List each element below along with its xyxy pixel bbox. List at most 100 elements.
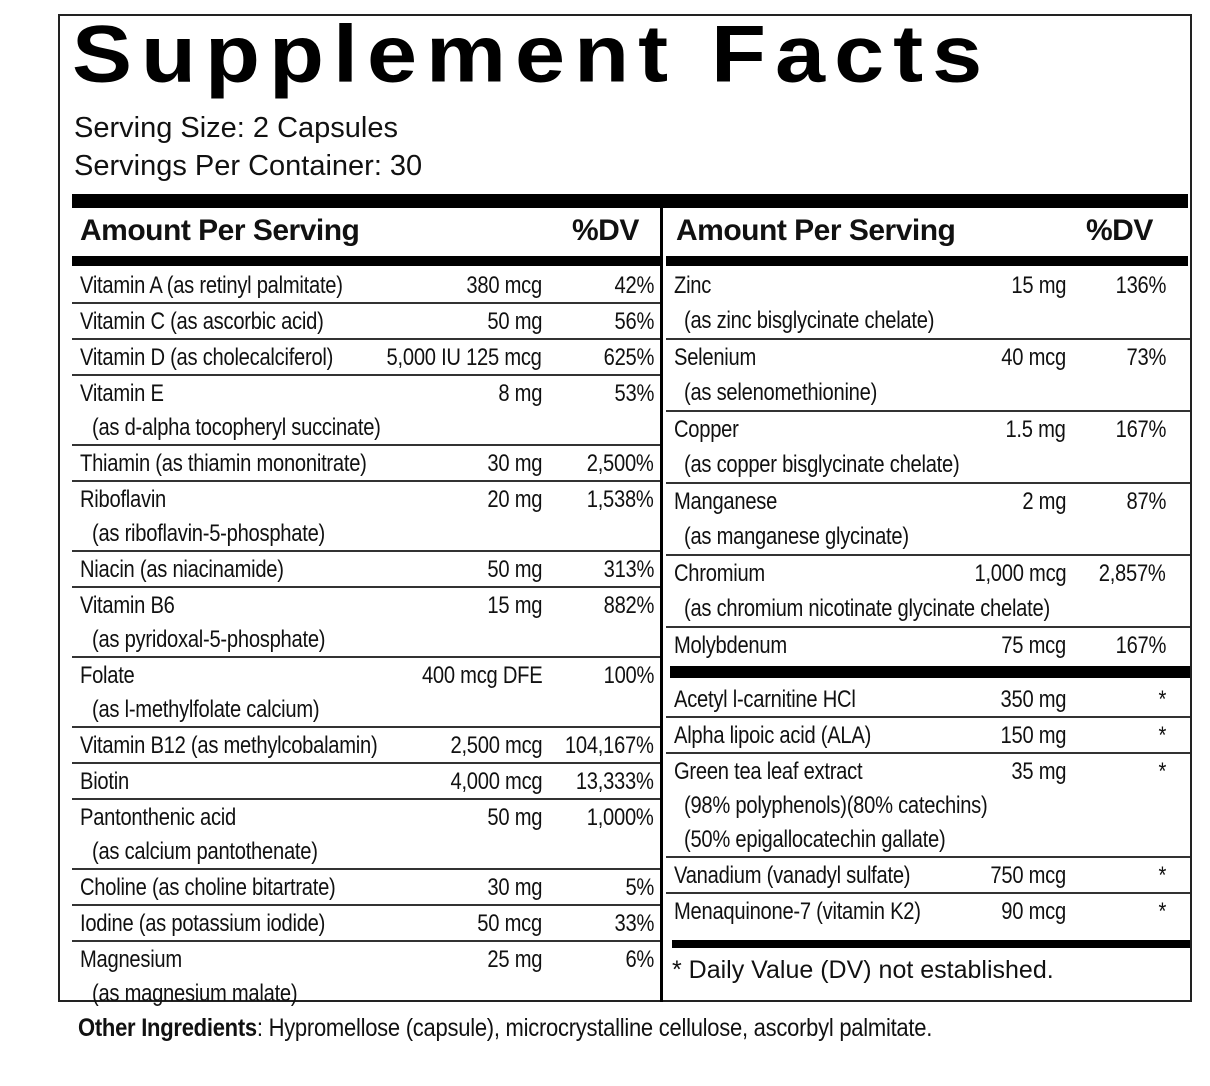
nutrient-name: Iodine (as potassium iodide) [80,910,326,937]
nutrient-source: (as copper bisglycinate chelate) [684,451,960,478]
nutrient-row: Selenium 40 mcg 73% (as selenomethionine) [666,340,1190,412]
nutrient-name: Riboflavin [80,486,167,513]
nutrient-dv: * [1158,686,1166,713]
nutrient-row: Alpha lipoic acid (ALA) 150 mg * [666,718,1190,754]
column-divider [660,196,663,1002]
nutrient-row: Vitamin C (as ascorbic acid) 50 mg 56% [72,304,660,340]
nutrient-dv: 313% [603,556,654,583]
nutrient-row: Vitamin A (as retinyl palmitate) 380 mcg 4… [72,268,660,304]
nutrient-row: Zinc 15 mg 136% (as zinc bisglycinate chela… [666,268,1190,340]
nutrient-amount: 50 mg [487,308,542,335]
nutrient-row: Vitamin B12 (as methylcobalamin) 2,500 mc… [72,728,660,764]
header-rule-right [666,256,1188,266]
nutrient-amount: 30 mg [487,450,542,477]
other-ingredients-text: : Hypromellose (capsule), microcrystalli… [256,1014,933,1042]
nutrient-source: (as riboflavin-5-phosphate) [92,520,326,547]
left-amount-header: Amount Per Serving [80,214,360,247]
nutrient-dv: 5% [625,874,654,901]
serving-size: Serving Size: 2 Capsules [74,112,398,144]
nutrient-row: Niacin (as niacinamide) 50 mg 313% [72,552,660,588]
nutrient-amount: 4,000 mcg [450,768,542,795]
nutrient-amount: 1.5 mg [1005,416,1066,443]
nutrient-source: (as l-methylfolate calcium) [92,696,320,723]
nutrient-name: Niacin (as niacinamide) [80,556,284,583]
nutrient-amount: 15 mg [1011,272,1066,299]
nutrient-name: Acetyl l-carnitine HCl [674,686,856,713]
nutrient-dv: 104,167% [565,732,654,759]
left-dv-header: %DV [572,214,639,247]
nutrient-source: (as magnesium malate) [92,980,298,1007]
nutrient-amount: 2,500 mcg [450,732,542,759]
nutrient-name: Zinc [674,272,712,299]
nutrient-row: Pantonthenic acid 50 mg 1,000% (as calcium … [72,800,660,870]
panel-title: Supplement Facts [72,9,992,100]
nutrient-row: Choline (as choline bitartrate) 30 mg 5% [72,870,660,906]
nutrient-source: (as selenomethionine) [684,379,878,406]
nutrient-dv: 56% [614,308,654,335]
nutrient-dv: 1,000% [587,804,654,831]
top-thick-rule [72,194,1188,208]
nutrient-name: Magnesium [80,946,182,973]
nutrient-row: Vitamin D (as cholecalciferol) 5,000 IU 1… [72,340,660,376]
nutrient-row: Vitamin B6 15 mg 882% (as pyridoxal-5-phosp… [72,588,660,658]
nutrient-dv: * [1158,722,1166,749]
nutrient-name: Thiamin (as thiamin mononitrate) [80,450,367,477]
nutrient-amount: 8 mg [498,380,542,407]
nutrient-amount: 1,000 mcg [974,560,1066,587]
nutrient-amount: 400 mcg DFE [421,662,543,689]
nutrient-dv: * [1158,862,1166,889]
nutrient-amount: 30 mg [487,874,542,901]
nutrient-amount: 750 mcg [990,862,1066,889]
nutrient-dv: 87% [1126,488,1166,515]
nutrient-dv: 625% [603,344,654,371]
nutrient-amount: 20 mg [487,486,542,513]
nutrient-row: Biotin 4,000 mcg 13,333% [72,764,660,800]
nutrient-amount: 380 mcg [466,272,542,299]
nutrient-row: Menaquinone-7 (vitamin K2) 90 mcg * [666,894,1190,928]
nutrient-row: Copper 1.5 mg 167% (as copper bisglycinate … [666,412,1190,484]
nutrient-amount: 50 mg [487,804,542,831]
nutrient-source: (as d-alpha tocopheryl succinate) [92,414,381,441]
nutrient-name: Pantonthenic acid [80,804,237,831]
nutrient-amount: 15 mg [487,592,542,619]
nutrient-dv: 33% [614,910,654,937]
nutrient-dv: 167% [1115,416,1166,443]
nutrient-amount: 2 mg [1022,488,1066,515]
nutrient-dv: 167% [1115,632,1166,659]
nutrient-row: Molybdenum 75 mcg 167% [666,628,1190,663]
nutrient-source: (50% epigallocatechin gallate) [684,826,946,853]
nutrient-amount: 25 mg [487,946,542,973]
right-amount-header: Amount Per Serving [676,214,956,247]
nutrient-name: Menaquinone-7 (vitamin K2) [674,898,921,925]
nutrient-name: Chromium [674,560,765,587]
nutrient-dv: 53% [614,380,654,407]
nutrient-amount: 5,000 IU 125 mcg [386,344,542,371]
nutrient-amount: 75 mcg [1001,632,1066,659]
nutrient-row: Magnesium 25 mg 6% (as magnesium malate) [72,942,660,1010]
nutrient-row: Acetyl l-carnitine HCl 350 mg * [666,682,1190,718]
nutrient-amount: 35 mg [1011,758,1066,785]
nutrient-name: Vitamin B6 [80,592,175,619]
nutrient-name: Vitamin D (as cholecalciferol) [80,344,334,371]
right-other-ingredients-list: Acetyl l-carnitine HCl 350 mg * Alpha lipoi… [666,682,1190,928]
nutrient-source: (as chromium nicotinate glycinate chelat… [684,595,1050,622]
nutrient-amount: 40 mcg [1001,344,1066,371]
nutrient-dv: 13,333% [576,768,654,795]
nutrient-amount: 90 mcg [1001,898,1066,925]
nutrient-dv: 73% [1126,344,1166,371]
dv-footnote: * Daily Value (DV) not established. [672,956,1054,984]
supplement-facts-panel [58,14,1192,1002]
nutrient-name: Vanadium (vanadyl sulfate) [674,862,911,889]
footnote-rule [672,940,1190,948]
nutrient-row: Green tea leaf extract 35 mg * (98% polyphe… [666,754,1190,858]
nutrient-row: Folate 400 mcg DFE 100% (as l-methylfolate … [72,658,660,728]
nutrient-source: (as calcium pantothenate) [92,838,318,865]
nutrient-dv: 136% [1115,272,1166,299]
nutrient-name: Vitamin B12 (as methylcobalamin) [80,732,378,759]
nutrient-row: Vitamin E 8 mg 53% (as d-alpha tocopheryl s… [72,376,660,446]
nutrient-name: Alpha lipoic acid (ALA) [674,722,872,749]
nutrient-source: (as zinc bisglycinate chelate) [684,307,935,334]
nutrient-row: Riboflavin 20 mg 1,538% (as riboflavin-5-ph… [72,482,660,552]
nutrient-name: Manganese [674,488,778,515]
mid-thick-rule-right [670,666,1190,678]
